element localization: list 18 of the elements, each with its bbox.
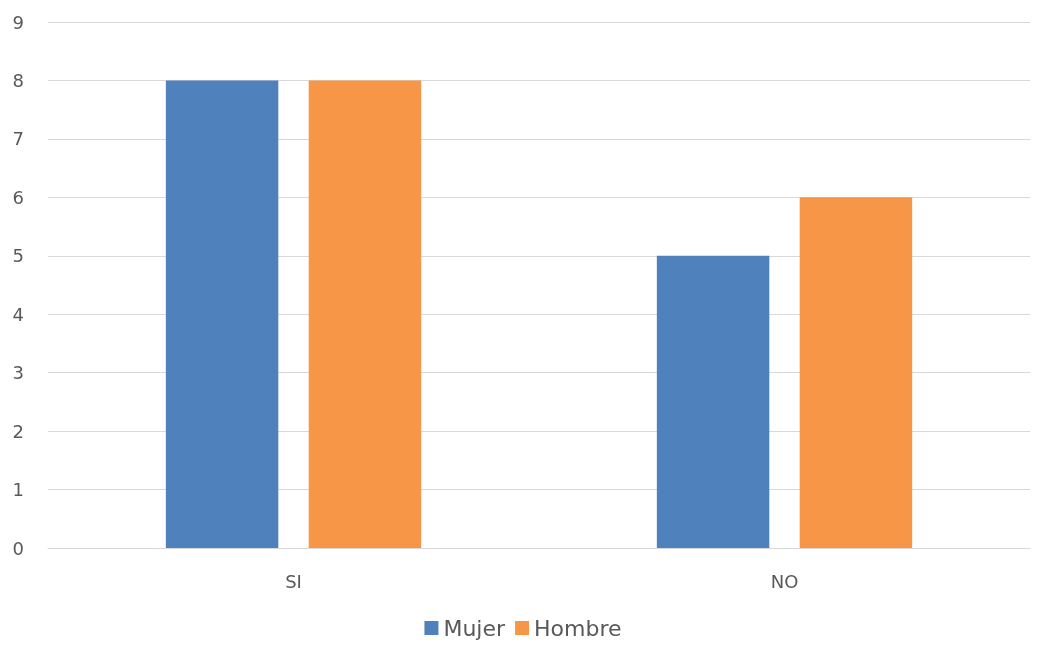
y-tick-label: 0 (12, 537, 24, 559)
legend-label: Hombre (534, 615, 622, 641)
bar (308, 80, 422, 548)
y-tick-label: 3 (12, 362, 24, 384)
legend-label: Mujer (443, 615, 507, 641)
y-tick-label: 8 (12, 69, 24, 91)
y-tick-label: 9 (12, 11, 24, 33)
x-tick-label: SI (285, 570, 302, 592)
y-tick-label: 4 (12, 303, 24, 325)
y-tick-label: 2 (12, 420, 24, 442)
bar (165, 80, 279, 548)
x-tick-label: NO (770, 570, 799, 592)
y-tick-label: 1 (12, 479, 24, 501)
y-tick-label: 5 (12, 245, 24, 267)
y-tick-label: 7 (12, 128, 24, 150)
bar (799, 197, 913, 548)
y-tick-label: 6 (12, 186, 24, 208)
bar (656, 255, 770, 548)
